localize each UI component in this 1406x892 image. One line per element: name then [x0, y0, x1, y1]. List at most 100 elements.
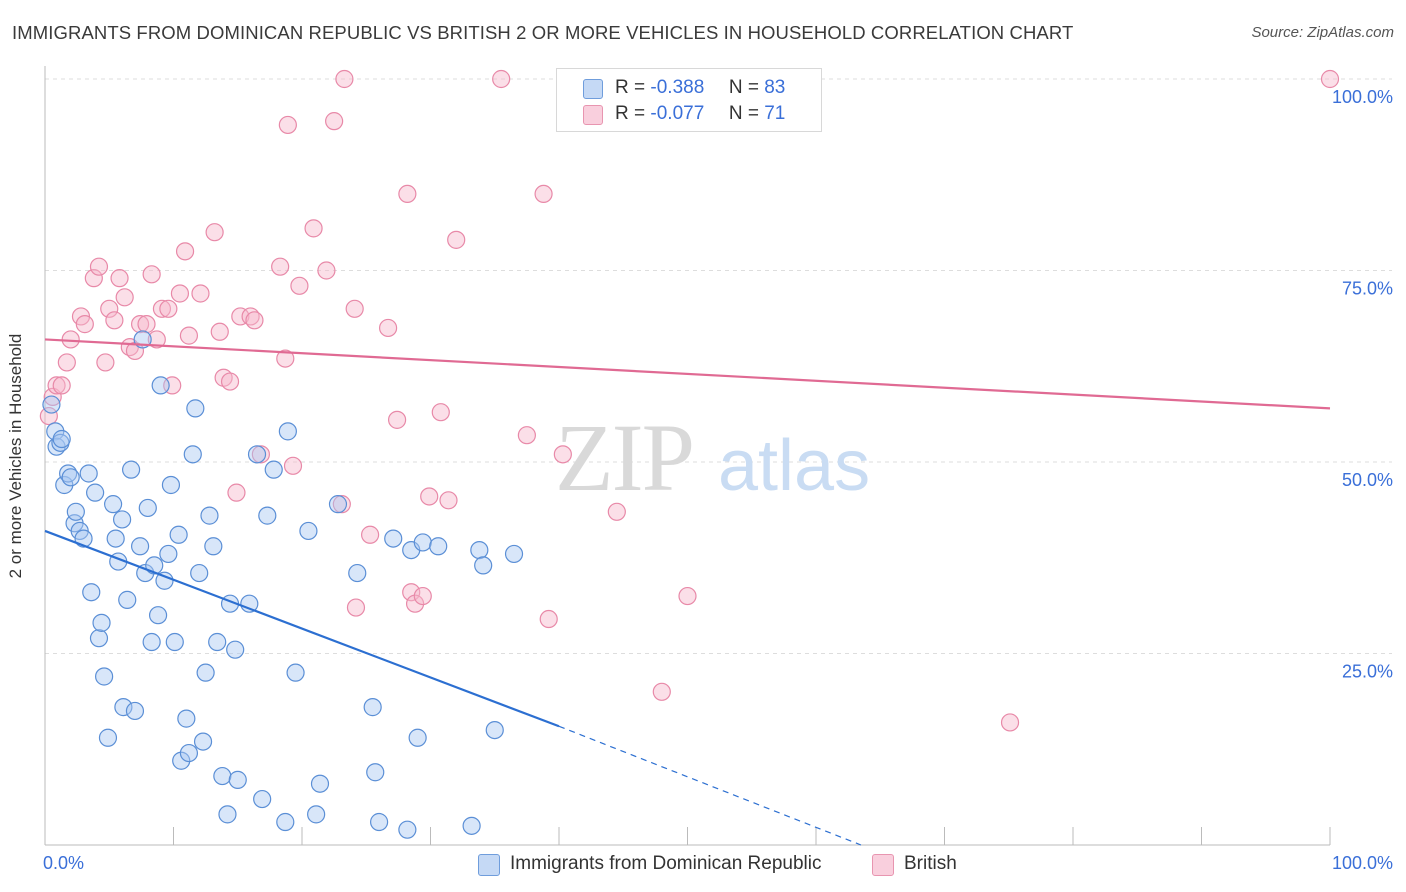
dominican-point: [104, 495, 123, 514]
british-points: [39, 69, 1340, 732]
british-point: [137, 315, 156, 334]
y-tick-label: 100.0%: [1332, 87, 1393, 107]
british-point: [345, 299, 364, 318]
dominican-point: [470, 540, 489, 560]
dominican-point: [370, 812, 389, 832]
dominican-point: [95, 667, 114, 686]
british-point: [205, 223, 224, 242]
british-point: [52, 376, 71, 395]
british-point: [517, 426, 536, 445]
dominican-point: [413, 533, 432, 552]
dominican-point: [82, 583, 101, 602]
dominican-point: [462, 816, 481, 835]
legend-swatch-pink: [872, 854, 894, 876]
dominican-point: [213, 766, 232, 786]
y-tick-label: 50.0%: [1342, 470, 1393, 490]
british-point: [152, 299, 172, 318]
dominican-point: [363, 698, 382, 717]
dominican-point: [118, 590, 137, 609]
dominican-trend-line: [44, 529, 560, 728]
stats-r-value: -0.077: [650, 103, 705, 124]
dominican-point: [384, 529, 403, 548]
british-point: [47, 376, 66, 395]
british-point: [130, 315, 150, 334]
british-point: [539, 609, 558, 629]
dominican-point: [226, 640, 245, 659]
stats-r-value: -0.388: [650, 77, 705, 98]
british-point: [170, 284, 190, 303]
dominican-point: [310, 774, 330, 793]
dominican-point: [307, 805, 326, 824]
dominican-point: [148, 606, 168, 625]
y-axis-label: 2 or more Vehicles in Household: [6, 333, 25, 579]
dominican-point: [142, 632, 161, 652]
british-point: [84, 269, 103, 288]
british-point: [335, 69, 354, 89]
stats-r-label: R =: [615, 77, 646, 98]
british-point: [227, 483, 246, 502]
chart-title: IMMIGRANTS FROM DOMINICAN REPUBLIC VS BR…: [12, 22, 1074, 43]
dominican-point: [474, 556, 493, 575]
british-point: [431, 403, 450, 422]
stats-swatch-pink: [583, 105, 603, 125]
dominican-point: [177, 709, 196, 728]
british-point: [175, 242, 195, 261]
dominican-point: [299, 521, 318, 541]
legend-label: Immigrants from Dominican Republic: [510, 853, 822, 874]
dominican-point: [161, 475, 181, 495]
dominican-point: [138, 498, 157, 518]
dominican-point: [169, 525, 188, 544]
british-point: [387, 410, 407, 429]
dominican-point: [179, 743, 199, 763]
dominican-point: [106, 529, 125, 548]
legend-swatch-blue: [478, 854, 500, 876]
dominican-point: [121, 460, 141, 479]
dominican-point: [247, 445, 267, 464]
dominican-point: [190, 563, 209, 583]
british-point: [1320, 69, 1340, 89]
british-trend-line: [44, 338, 1331, 410]
dominican-point: [366, 763, 385, 782]
tick-labels: 25.0% 50.0% 75.0% 100.0% 0.0% 100.0%: [43, 87, 1393, 873]
stats-box: R = -0.388 N = 83 R = -0.077 N = 71: [556, 68, 822, 132]
dominican-point: [278, 422, 297, 441]
british-point: [276, 349, 295, 368]
british-point: [57, 353, 76, 372]
british-point: [278, 115, 297, 135]
british-point: [607, 502, 626, 521]
dominican-point: [258, 506, 277, 525]
dominican-point: [264, 460, 283, 479]
dominican-point: [485, 720, 504, 740]
british-point: [271, 257, 290, 276]
stats-swatch-blue: [583, 79, 603, 99]
british-point: [159, 299, 178, 318]
british-point: [245, 311, 264, 330]
british-point: [1000, 713, 1020, 732]
dominican-point: [208, 632, 227, 652]
british-point: [283, 456, 303, 475]
dominican-point: [204, 537, 223, 556]
dominican-point: [112, 510, 132, 529]
dominican-point: [228, 770, 247, 789]
dominican-point: [186, 399, 205, 418]
dominican-points: [42, 330, 524, 839]
trend-lines: [44, 338, 1331, 846]
british-point: [325, 112, 344, 131]
dominican-point: [398, 820, 417, 839]
dominican-point: [328, 495, 348, 514]
axes: [44, 66, 1331, 846]
stats-n-label: N =: [728, 103, 759, 124]
dominican-point: [130, 537, 150, 556]
british-point: [110, 269, 129, 288]
british-point: [534, 184, 553, 203]
dominican-point: [151, 376, 170, 395]
y-tick-label: 75.0%: [1342, 279, 1393, 299]
dominican-point: [183, 445, 202, 464]
british-point: [142, 265, 161, 284]
x-tick-label: 0.0%: [43, 853, 84, 873]
british-point: [553, 445, 572, 464]
dominican-point: [172, 751, 191, 770]
british-point: [439, 491, 458, 510]
british-point: [402, 583, 421, 602]
